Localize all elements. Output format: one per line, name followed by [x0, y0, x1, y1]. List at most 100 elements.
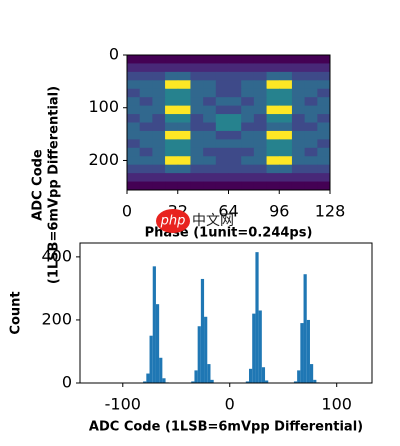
hist-bar	[309, 364, 314, 383]
heat-cell	[279, 181, 293, 191]
heat-cell	[317, 130, 331, 140]
heat-cell	[177, 55, 191, 64]
heat-cell	[215, 181, 229, 191]
heat-cell	[215, 122, 229, 132]
heat-cell	[253, 147, 268, 157]
heat-cell	[317, 105, 331, 115]
heat-cell	[177, 105, 191, 115]
heat-cell	[127, 55, 141, 64]
heat-cell	[304, 139, 318, 149]
heat-cell	[304, 147, 318, 157]
heat-cell	[253, 105, 268, 115]
heat-cell	[304, 181, 318, 191]
heat-cell	[228, 71, 242, 81]
heat-cell	[177, 114, 191, 123]
heat-cell	[228, 173, 242, 183]
heat-cell	[304, 71, 318, 81]
heat-cell	[241, 114, 255, 123]
heat-cell	[190, 97, 204, 107]
heat-cell	[228, 164, 242, 174]
heat-cell	[266, 164, 280, 174]
heat-cell	[139, 181, 153, 191]
heat-cell	[304, 114, 318, 123]
hist-bar	[191, 381, 195, 383]
heat-cell	[190, 130, 204, 140]
y-axis-label: ADC Code	[31, 149, 46, 221]
heat-cell	[291, 88, 306, 98]
heat-cell	[215, 105, 229, 115]
heat-cell	[139, 97, 153, 107]
heat-cell	[203, 164, 217, 174]
hist-bar	[252, 313, 256, 383]
heat-cell	[279, 97, 293, 107]
y-tick-label: 100	[88, 97, 119, 116]
hist-bar	[149, 335, 153, 383]
heat-cell	[317, 164, 331, 174]
heat-cell	[215, 156, 229, 166]
hist-bar	[204, 316, 208, 383]
hist-bar	[210, 379, 214, 383]
heat-cell	[127, 147, 141, 157]
heat-cell	[127, 105, 141, 115]
heat-cell	[291, 105, 306, 115]
heat-cell	[241, 97, 255, 107]
heat-cell	[190, 181, 204, 191]
watermark-logo: php	[160, 214, 186, 229]
heat-cell	[253, 164, 268, 174]
heat-cell	[152, 130, 166, 140]
heat-cell	[241, 88, 255, 98]
hist-bar	[265, 380, 269, 383]
heat-cell	[279, 55, 293, 64]
heat-cell	[165, 97, 179, 107]
heat-cell	[228, 105, 242, 115]
heat-cell	[152, 105, 166, 115]
heat-cell	[190, 164, 204, 174]
heat-cell	[215, 97, 229, 107]
heat-cell	[279, 114, 293, 123]
heat-cell	[266, 63, 280, 73]
heat-cell	[152, 88, 166, 98]
heat-cell	[139, 139, 153, 149]
heat-cell	[228, 156, 242, 166]
heat-cell	[190, 105, 204, 115]
heat-cell	[215, 173, 229, 183]
heat-cell	[228, 147, 242, 157]
heat-cell	[190, 63, 204, 73]
heat-cell	[241, 63, 255, 73]
y-axis-label: Count	[9, 291, 24, 334]
heat-cell	[203, 122, 217, 132]
heat-cell	[317, 71, 331, 81]
heat-cell	[253, 181, 268, 191]
hist-bar	[159, 357, 163, 383]
watermark-text: 中文网	[192, 213, 234, 229]
heat-cell	[266, 114, 280, 123]
heat-cell	[304, 130, 318, 140]
heat-cell	[253, 130, 268, 140]
heat-cell	[139, 156, 153, 166]
heat-cell	[165, 147, 179, 157]
heat-cell	[203, 71, 217, 81]
heat-cell	[291, 71, 306, 81]
heat-cell	[317, 80, 331, 90]
heat-cell	[203, 130, 217, 140]
heat-cell	[215, 71, 229, 81]
heat-cell	[215, 130, 229, 140]
heat-cell	[139, 55, 153, 64]
heat-cell	[203, 88, 217, 98]
heat-cell	[127, 139, 141, 149]
heat-cell	[279, 80, 293, 90]
heat-cell	[177, 156, 191, 166]
heat-cell	[228, 55, 242, 64]
heat-cell	[139, 63, 153, 73]
heat-cell	[165, 173, 179, 183]
heat-cell	[139, 114, 153, 123]
heat-cell	[266, 147, 280, 157]
heat-cell	[304, 173, 318, 183]
heat-cell	[266, 173, 280, 183]
y-tick-label: 200	[41, 309, 72, 328]
heat-cell	[241, 181, 255, 191]
heat-cell	[177, 122, 191, 132]
heat-cell	[165, 63, 179, 73]
heat-cell	[317, 173, 331, 183]
x-tick-label: 128	[315, 202, 346, 221]
